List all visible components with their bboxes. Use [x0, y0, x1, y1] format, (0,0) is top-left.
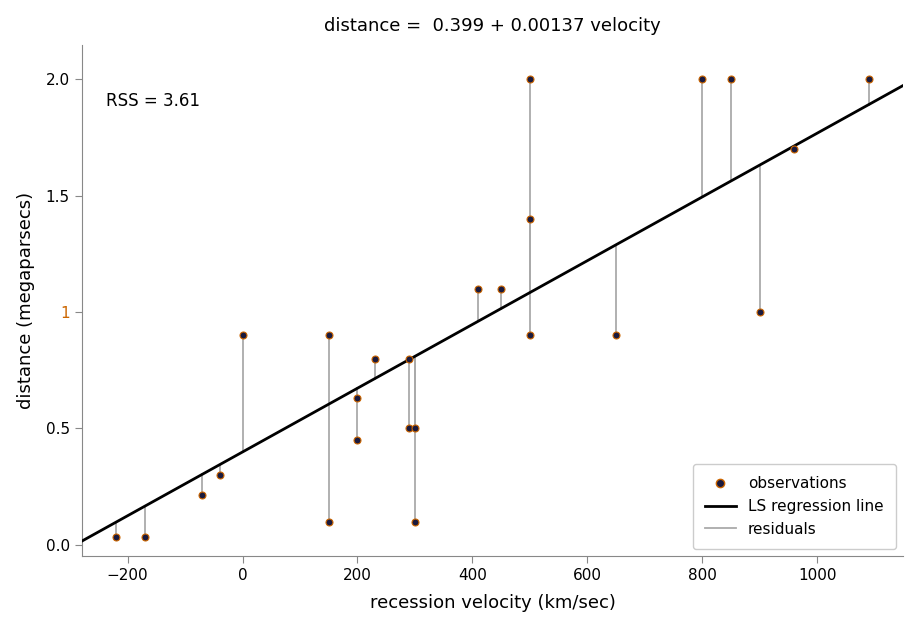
- Point: [138, 532, 153, 542]
- Point: [235, 330, 250, 340]
- Point: [407, 423, 422, 433]
- Point: [402, 423, 416, 433]
- Legend: observations, LS regression line, residuals: observations, LS regression line, residu…: [692, 464, 895, 548]
- Point: [471, 284, 485, 294]
- Point: [321, 516, 335, 526]
- Title: distance =  0.399 + 0.00137 velocity: distance = 0.399 + 0.00137 velocity: [323, 16, 660, 35]
- Point: [350, 435, 365, 445]
- Y-axis label: distance (megaparsecs): distance (megaparsecs): [17, 192, 35, 409]
- Point: [608, 330, 623, 340]
- Point: [321, 330, 335, 340]
- Point: [694, 74, 709, 84]
- Point: [108, 532, 123, 542]
- X-axis label: recession velocity (km/sec): recession velocity (km/sec): [369, 594, 615, 613]
- Point: [494, 284, 508, 294]
- Point: [522, 214, 537, 224]
- Point: [195, 490, 210, 500]
- Point: [407, 516, 422, 526]
- Point: [752, 307, 766, 317]
- Point: [350, 393, 365, 403]
- Point: [212, 470, 227, 480]
- Point: [786, 144, 800, 154]
- Point: [522, 74, 537, 84]
- Point: [522, 330, 537, 340]
- Text: RSS = 3.61: RSS = 3.61: [107, 92, 200, 110]
- Point: [723, 74, 738, 84]
- Point: [402, 353, 416, 364]
- Point: [860, 74, 875, 84]
- Point: [367, 353, 381, 364]
